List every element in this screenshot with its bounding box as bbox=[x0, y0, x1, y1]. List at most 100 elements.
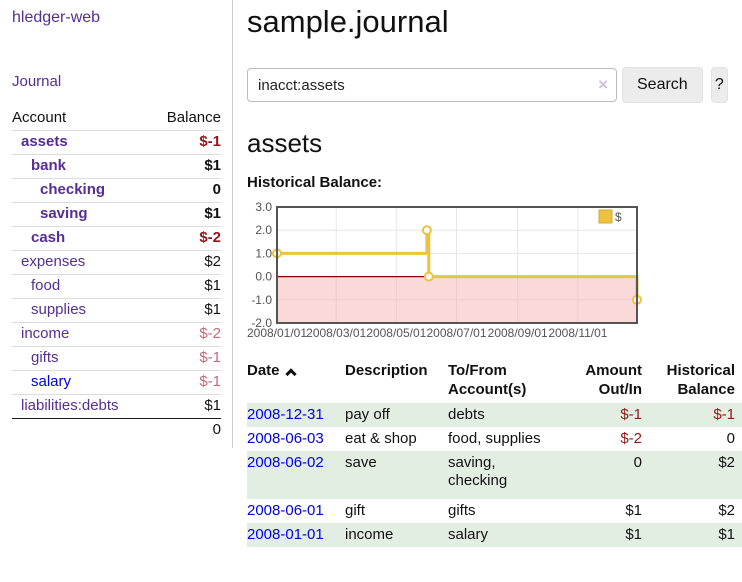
transaction-date-link[interactable]: 2008-06-02 bbox=[247, 454, 324, 471]
table-row: salary $-1 bbox=[12, 370, 221, 395]
y-tick: 2.0 bbox=[255, 223, 272, 237]
y-tick: -1.0 bbox=[251, 293, 272, 307]
transaction-date-link[interactable]: 2008-06-03 bbox=[247, 430, 324, 447]
hledger-web-app: hledger-web Journal Account Balance asse… bbox=[12, 0, 742, 547]
table-row: assets $-1 bbox=[12, 130, 221, 155]
table-row: checking 0 bbox=[12, 178, 221, 203]
sidebar-item-supplies[interactable]: supplies bbox=[31, 301, 87, 318]
accounts-header-account: Account bbox=[12, 109, 67, 126]
chart-legend: $ bbox=[598, 209, 622, 224]
account-balance: $1 bbox=[204, 157, 221, 174]
register-header-accounts: To/From Account(s) bbox=[448, 362, 527, 398]
table-row: gifts $-1 bbox=[12, 346, 221, 371]
sidebar-item-gifts[interactable]: gifts bbox=[31, 349, 59, 366]
table-row: 2008-06-01 gift gifts $1 $2 bbox=[247, 499, 742, 523]
x-tick: 2008/01/01 bbox=[247, 326, 307, 340]
account-balance: $1 bbox=[204, 277, 221, 294]
transaction-date-link[interactable]: 2008-01-01 bbox=[247, 526, 324, 543]
sidebar-item-liabilities-debts[interactable]: liabilities:debts bbox=[21, 397, 119, 414]
app-brand-link[interactable]: hledger-web bbox=[12, 9, 101, 26]
sidebar-item-checking[interactable]: checking bbox=[40, 181, 106, 198]
table-row: 2008-12-31 pay off debts $-1 $-1 bbox=[247, 403, 742, 427]
register-header-amount: Amount Out/In bbox=[585, 362, 642, 398]
date-header-label: Date bbox=[247, 362, 280, 379]
transaction-accounts: gifts bbox=[448, 502, 476, 519]
sort-ascending-icon bbox=[284, 368, 297, 380]
table-row: 2008-06-03 eat & shop food, supplies $-2… bbox=[247, 427, 742, 451]
transaction-balance: $2 bbox=[718, 454, 735, 471]
register-header-description: Description bbox=[345, 362, 428, 379]
register-header-balance: Historical Balance bbox=[666, 362, 735, 398]
main-content: sample.journal × Search ? assets Histori… bbox=[233, 0, 742, 547]
accounts-table: Account Balance assets $-1 bank $1 checkin… bbox=[12, 107, 221, 442]
table-row: expenses $2 bbox=[12, 250, 221, 275]
account-balance: $-1 bbox=[199, 373, 221, 390]
transaction-balance: 0 bbox=[726, 430, 735, 447]
sidebar-item-journal[interactable]: Journal bbox=[12, 73, 62, 90]
y-tick: -2.0 bbox=[251, 316, 272, 330]
table-row: cash $-2 bbox=[12, 226, 221, 251]
account-balance: $-1 bbox=[199, 349, 221, 366]
y-tick: 1.0 bbox=[255, 246, 272, 260]
help-button[interactable]: ? bbox=[710, 67, 728, 103]
account-balance: $1 bbox=[204, 205, 221, 222]
sidebar-item-salary[interactable]: salary bbox=[31, 373, 72, 390]
account-heading: assets bbox=[247, 128, 323, 158]
transaction-balance: $-1 bbox=[713, 406, 735, 423]
transaction-date-link[interactable]: 2008-12-31 bbox=[247, 406, 324, 423]
transaction-accounts: food, supplies bbox=[448, 430, 541, 447]
transaction-accounts: saving, checking bbox=[448, 454, 508, 489]
accounts-header-balance: Balance bbox=[166, 109, 221, 126]
negative-region-fill bbox=[277, 276, 637, 323]
legend-label: $ bbox=[615, 210, 622, 224]
account-balance: 0 bbox=[212, 181, 221, 198]
transaction-amount: $1 bbox=[625, 526, 642, 543]
clear-search-icon[interactable]: × bbox=[598, 75, 608, 94]
table-row: 2008-06-02 save saving, checking 0 $2 bbox=[247, 451, 742, 499]
y-tick: 0.0 bbox=[255, 270, 272, 284]
transaction-amount: 0 bbox=[633, 454, 642, 471]
x-tick: 2008/03/01 bbox=[306, 326, 366, 340]
table-row: food $1 bbox=[12, 274, 221, 299]
sidebar-item-income[interactable]: income bbox=[21, 325, 70, 342]
table-row: liabilities:debts $1 bbox=[12, 394, 221, 419]
table-row: income $-2 bbox=[12, 322, 221, 347]
historical-balance-chart: $ 3.0 2.0 1.0 0.0 -1.0 -2.0 2008/01/01 2… bbox=[247, 199, 742, 341]
transaction-balance: $1 bbox=[718, 526, 735, 543]
accounts-total-row: 0 bbox=[12, 418, 221, 443]
sidebar-item-bank[interactable]: bank bbox=[31, 157, 67, 174]
transaction-description: gift bbox=[345, 502, 366, 519]
sidebar-item-expenses[interactable]: expenses bbox=[21, 253, 86, 270]
sidebar-item-food[interactable]: food bbox=[31, 277, 61, 294]
register-table: Date Description To/From Account(s) Amou… bbox=[247, 361, 742, 547]
legend-swatch bbox=[598, 209, 613, 224]
sidebar-item-saving[interactable]: saving bbox=[40, 205, 88, 222]
account-balance: $-1 bbox=[199, 133, 221, 150]
transaction-amount: $-1 bbox=[620, 406, 642, 423]
transaction-description: income bbox=[345, 526, 394, 543]
x-tick: 2008/09/01 bbox=[488, 326, 548, 340]
account-balance: $-2 bbox=[199, 325, 221, 342]
search-bar: × Search ? bbox=[247, 67, 728, 103]
transaction-description: eat & shop bbox=[345, 430, 417, 447]
accounts-total-value: 0 bbox=[212, 421, 221, 438]
x-axis-ticks: 2008/01/01 2008/03/01 2008/05/01 2008/07… bbox=[247, 326, 608, 340]
account-balance: $1 bbox=[204, 397, 221, 414]
transaction-description: pay off bbox=[345, 406, 390, 423]
chart-label: Historical Balance: bbox=[247, 174, 383, 191]
search-input[interactable] bbox=[247, 68, 617, 102]
search-button[interactable]: Search bbox=[622, 67, 703, 103]
transaction-accounts: salary bbox=[448, 526, 489, 543]
x-tick: 2008/05/01 bbox=[366, 326, 426, 340]
balance-chart-svg: $ 3.0 2.0 1.0 0.0 -1.0 -2.0 2008/01/01 2… bbox=[247, 200, 642, 340]
sidebar-item-assets[interactable]: assets bbox=[21, 133, 68, 150]
register-header-date[interactable]: Date bbox=[247, 361, 345, 403]
transaction-balance: $2 bbox=[718, 502, 735, 519]
transaction-accounts: debts bbox=[448, 406, 485, 423]
x-tick: 2008/11/01 bbox=[548, 326, 607, 340]
account-balance: $1 bbox=[204, 301, 221, 318]
sidebar-item-cash[interactable]: cash bbox=[31, 229, 66, 246]
y-tick: 3.0 bbox=[255, 200, 272, 214]
table-row: saving $1 bbox=[12, 202, 221, 227]
transaction-date-link[interactable]: 2008-06-01 bbox=[247, 502, 324, 519]
